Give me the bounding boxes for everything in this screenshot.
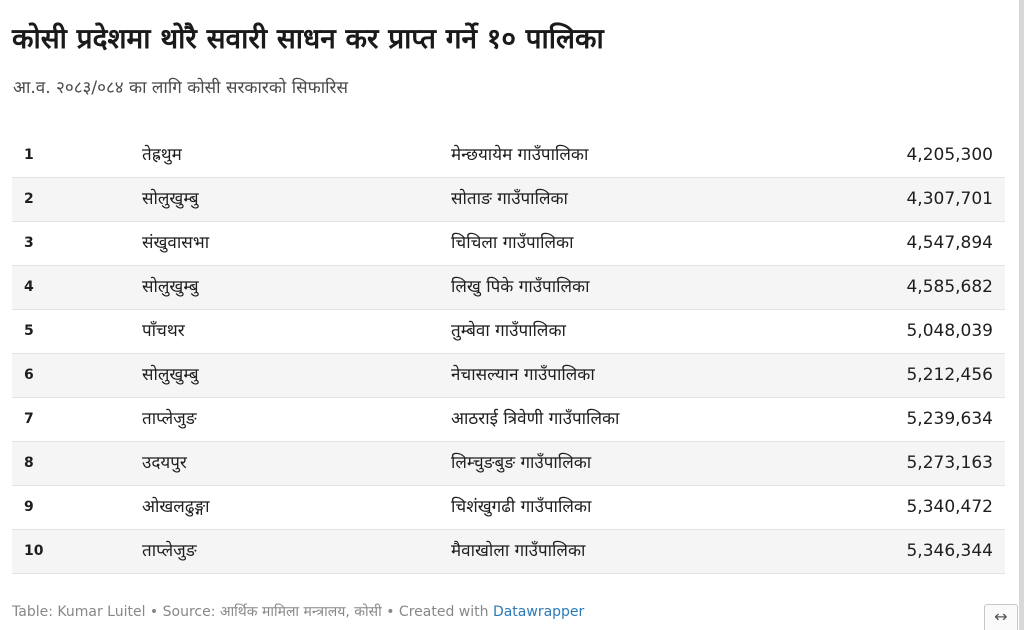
rank-cell: 4 [24, 279, 34, 295]
municipality-cell: तुम्बेवा गाउँपालिका [451, 321, 566, 341]
amount-cell: 5,239,634 [906, 409, 993, 429]
municipality-cell: सोताङ गाउँपालिका [451, 189, 568, 209]
footer-text: Table: Kumar Luitel • Source: आर्थिक माम… [12, 604, 493, 620]
rank-cell: 1 [24, 147, 34, 163]
district-cell: ताप्लेजुङ [142, 409, 197, 429]
district-cell: उदयपुर [142, 453, 187, 473]
table-row: 9 ओखलढुङ्गा चिशंखुगढी गाउँपालिका 5,340,472 [12, 486, 1005, 530]
expand-horizontal-icon: ↔ [994, 607, 1008, 626]
amount-cell: 4,585,682 [906, 277, 993, 297]
municipality-cell: नेचासल्यान गाउँपालिका [451, 365, 595, 385]
amount-cell: 5,346,344 [906, 541, 993, 561]
amount-cell: 5,273,163 [906, 453, 993, 473]
district-cell: ताप्लेजुङ [142, 541, 197, 561]
table-row: 8 उदयपुर लिम्चुङबुङ गाउँपालिका 5,273,163 [12, 442, 1005, 486]
rank-cell: 7 [24, 411, 34, 427]
district-cell: सोलुखुम्बु [142, 189, 199, 209]
table-row: 7 ताप्लेजुङ आठराई त्रिवेणी गाउँपालिका 5,239… [12, 398, 1005, 442]
rank-cell: 5 [24, 323, 34, 339]
municipality-cell: मैवाखोला गाउँपालिका [451, 541, 586, 561]
datawrapper-link[interactable]: Datawrapper [492, 604, 585, 620]
amount-cell: 4,307,701 [906, 189, 993, 209]
municipality-cell: आठराई त्रिवेणी गाउँपालिका [451, 409, 620, 429]
rank-cell: 3 [24, 235, 34, 251]
district-cell: ओखलढुङ्गा [142, 497, 210, 517]
rank-cell: 2 [24, 191, 34, 207]
footer-credits: Table: Kumar Luitel • Source: आर्थिक माम… [12, 604, 584, 621]
district-cell: सोलुखुम्बु [142, 277, 199, 297]
district-cell: सोलुखुम्बु [142, 365, 199, 385]
municipality-cell: लिम्चुङबुङ गाउँपालिका [451, 453, 592, 473]
amount-cell: 5,340,472 [906, 497, 993, 517]
municipality-cell: मेन्छयायेम गाउँपालिका [451, 145, 589, 165]
district-cell: पाँचथर [142, 321, 185, 341]
district-cell: तेह्रथुम [142, 145, 182, 165]
table-row: 10 ताप्लेजुङ मैवाखोला गाउँपालिका 5,346,344 [12, 530, 1005, 574]
table-row: 4 सोलुखुम्बु लिखु पिके गाउँपालिका 4,585,682 [12, 266, 1005, 310]
amount-cell: 5,048,039 [906, 321, 993, 341]
table-row: 1 तेह्रथुम मेन्छयायेम गाउँपालिका 4,205,300 [12, 134, 1005, 178]
chart-subtitle: आ.व. २०८३/०८४ का लागि कोसी सरकारको सिफार… [13, 78, 348, 98]
expand-button[interactable]: ↔ [984, 604, 1018, 630]
district-cell: संखुवासभा [142, 233, 210, 253]
amount-cell: 4,205,300 [906, 145, 993, 165]
rank-cell: 9 [24, 499, 34, 515]
amount-cell: 4,547,894 [906, 233, 993, 253]
rank-cell: 6 [24, 367, 34, 383]
table-row: 2 सोलुखुम्बु सोताङ गाउँपालिका 4,307,701 [12, 178, 1005, 222]
window-edge [1019, 0, 1024, 630]
rank-cell: 8 [24, 455, 34, 471]
municipality-cell: लिखु पिके गाउँपालिका [451, 277, 590, 297]
data-table: 1 तेह्रथुम मेन्छयायेम गाउँपालिका 4,205,300 2… [12, 134, 1005, 574]
amount-cell: 5,212,456 [906, 365, 993, 385]
municipality-cell: चिशंखुगढी गाउँपालिका [451, 497, 592, 517]
table-row: 6 सोलुखुम्बु नेचासल्यान गाउँपालिका 5,212,45… [12, 354, 1005, 398]
table-row: 5 पाँचथर तुम्बेवा गाउँपालिका 5,048,039 [12, 310, 1005, 354]
chart-title: कोसी प्रदेशमा थोरै सवारी साधन कर प्राप्त… [12, 22, 604, 55]
rank-cell: 10 [24, 543, 44, 559]
municipality-cell: चिचिला गाउँपालिका [451, 233, 574, 253]
table-row: 3 संखुवासभा चिचिला गाउँपालिका 4,547,894 [12, 222, 1005, 266]
